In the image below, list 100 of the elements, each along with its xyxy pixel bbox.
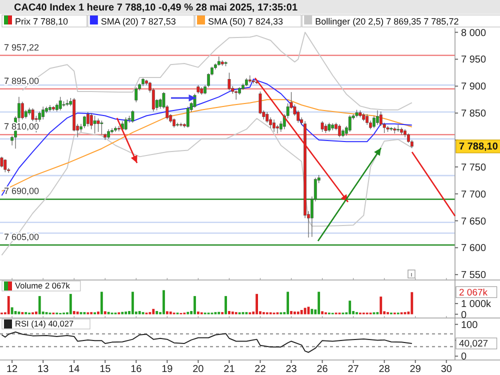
x-tick-label: 28 bbox=[378, 364, 390, 375]
bar bbox=[97, 312, 100, 314]
legend-label: Volume 2 067k bbox=[15, 280, 71, 291]
candlestick bbox=[134, 86, 138, 103]
x-tick-label: 30 bbox=[440, 364, 452, 375]
candlestick bbox=[272, 119, 276, 132]
legend-label: Prix 7 788,10 bbox=[15, 16, 68, 27]
candlestick bbox=[93, 115, 96, 134]
candlestick bbox=[328, 122, 331, 132]
legend-label: SMA (20) 7 827,53 bbox=[100, 16, 176, 27]
bar bbox=[186, 312, 190, 314]
x-tick-label: 19 bbox=[162, 364, 174, 375]
bar bbox=[76, 312, 79, 314]
bar bbox=[224, 296, 227, 314]
y-tick-label: 7 600 bbox=[461, 243, 486, 254]
bar bbox=[290, 311, 292, 314]
y-tick-label: 0 bbox=[461, 310, 467, 321]
x-tick-label: 15 bbox=[100, 364, 112, 375]
bar bbox=[256, 294, 258, 314]
candlestick bbox=[124, 117, 128, 131]
bar bbox=[380, 296, 382, 314]
x-tick-label: 14 bbox=[68, 364, 80, 375]
bar bbox=[162, 290, 165, 314]
y-tick-label: 0 bbox=[461, 352, 467, 363]
x-tick-label: 21 bbox=[224, 364, 236, 375]
text: 40,027 bbox=[459, 338, 488, 350]
candlestick bbox=[114, 126, 117, 132]
bar bbox=[296, 312, 300, 314]
x-tick-label: 13 bbox=[38, 364, 50, 375]
candlestick bbox=[324, 124, 328, 134]
bar bbox=[14, 311, 17, 314]
x-tick-label: 23 bbox=[286, 364, 298, 375]
bar bbox=[228, 311, 230, 314]
candlestick bbox=[86, 112, 90, 127]
line-series bbox=[1, 332, 412, 353]
candlestick bbox=[42, 106, 45, 120]
candlestick bbox=[90, 112, 93, 130]
y-tick-label: 7 950 bbox=[461, 54, 486, 66]
x-tick-label: 16 bbox=[130, 364, 142, 375]
y-tick-label: 8 000 bbox=[461, 28, 486, 39]
candlestick bbox=[83, 115, 86, 128]
bar bbox=[107, 312, 110, 314]
bar bbox=[348, 300, 352, 314]
y-tick-label: 7 850 bbox=[461, 108, 486, 120]
candlestick bbox=[131, 110, 134, 124]
candlestick bbox=[96, 118, 100, 132]
chart-title: CAC40 Index 1 heure 7 788,10 -0,49 % 28 mai 2025, 17:35:01 bbox=[14, 2, 298, 14]
y-tick-label: 7 700 bbox=[461, 189, 486, 200]
x-tick-label: 26 bbox=[316, 364, 328, 375]
candlestick bbox=[376, 110, 379, 126]
legend-label: SMA (50) 7 824,33 bbox=[208, 16, 284, 27]
text: 2 067k bbox=[459, 287, 488, 298]
y-tick-label: 7 550 bbox=[461, 270, 486, 282]
candlestick bbox=[20, 101, 24, 120]
x-tick-label: 20 bbox=[192, 364, 204, 375]
bar bbox=[38, 296, 41, 314]
legend-label: RSI (14) 40,027 bbox=[15, 318, 74, 329]
bar bbox=[152, 308, 155, 314]
bar bbox=[138, 311, 141, 314]
candlestick bbox=[58, 96, 62, 111]
candlestick bbox=[172, 118, 176, 128]
candlestick bbox=[276, 124, 279, 134]
y-tick-label: 7 900 bbox=[461, 82, 486, 93]
bar bbox=[100, 292, 103, 314]
y-tick-label: 100 bbox=[461, 320, 478, 331]
line-series bbox=[1, 118, 412, 256]
x-tick-label: 27 bbox=[348, 364, 360, 375]
y-tick-label: 1 000k bbox=[461, 299, 492, 310]
bar bbox=[69, 294, 72, 314]
bar bbox=[194, 296, 196, 314]
ref-line-label: 7 957,22 bbox=[4, 42, 40, 52]
bar bbox=[34, 312, 38, 314]
bar bbox=[7, 296, 10, 314]
bar bbox=[321, 311, 324, 314]
bar bbox=[410, 292, 414, 314]
bar bbox=[121, 312, 124, 314]
candlestick bbox=[234, 90, 238, 100]
x-tick-label: 12 bbox=[6, 364, 18, 375]
bar bbox=[218, 312, 220, 314]
bar bbox=[10, 307, 14, 314]
candlestick bbox=[217, 56, 220, 66]
bar bbox=[132, 292, 134, 314]
x-tick-label: 29 bbox=[410, 364, 422, 375]
bar bbox=[169, 312, 172, 314]
bar bbox=[286, 292, 290, 314]
bar bbox=[304, 308, 306, 314]
legend-label: Bollinger (20 2,5) 7 869,35 7 785,72 bbox=[315, 16, 459, 27]
ref-line-label: 7 895,00 bbox=[4, 76, 40, 86]
bar bbox=[124, 312, 128, 314]
candlestick bbox=[107, 128, 110, 140]
candlestick bbox=[320, 120, 324, 132]
candlestick bbox=[338, 124, 341, 138]
candlestick bbox=[4, 159, 7, 173]
candlestick bbox=[0, 156, 4, 168]
bar bbox=[104, 311, 106, 314]
x-tick-label: 22 bbox=[254, 364, 266, 375]
y-tick-label: 7 750 bbox=[461, 162, 486, 174]
y-tick-label: 7 650 bbox=[461, 216, 486, 228]
bar bbox=[318, 292, 320, 314]
line-series bbox=[1, 78, 412, 196]
